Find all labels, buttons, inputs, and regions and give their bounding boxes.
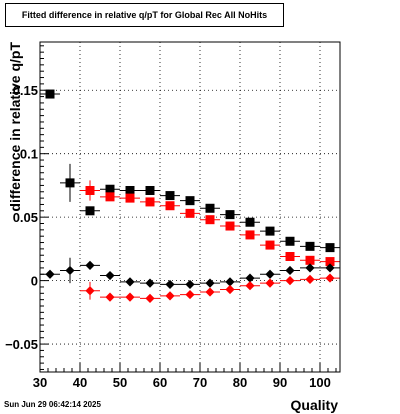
x-tick-label: 40 (73, 375, 87, 390)
diamond-marker (65, 265, 75, 276)
diamond-marker (245, 273, 255, 283)
square-marker (305, 255, 315, 265)
grid-lines (40, 42, 340, 372)
diamond-marker (205, 287, 215, 297)
diamond-marker (125, 277, 135, 287)
tick-labels: 30 40 50 60 70 80 90 100 −0.05 0 0.05 0.1 0.15 (5, 83, 331, 390)
diamond-marker (325, 263, 335, 273)
square-marker (185, 208, 195, 218)
y-axis-label: difference in relative q/pT (7, 42, 23, 212)
y-tick-label: 0 (31, 274, 38, 289)
diamond-marker (125, 292, 135, 302)
timestamp: Sun Jun 29 06:42:14 2025 (4, 400, 101, 409)
y-tick-label: 0.05 (13, 210, 38, 225)
diamond-marker (225, 284, 235, 295)
data-markers (45, 89, 335, 303)
square-marker (265, 240, 275, 250)
x-tick-label: 80 (233, 375, 247, 390)
diamond-marker (265, 278, 275, 288)
square-marker (125, 193, 135, 203)
diamond-marker (245, 281, 255, 291)
x-tick-label: 100 (309, 375, 331, 390)
square-marker (325, 257, 335, 267)
square-marker (305, 241, 315, 251)
square-marker (145, 197, 155, 207)
x-tick-label: 30 (33, 375, 47, 390)
square-marker (145, 186, 155, 195)
diamond-marker (165, 279, 175, 290)
diamond-marker (105, 270, 115, 281)
square-marker (225, 210, 235, 220)
square-marker (65, 178, 75, 188)
chart-title: Fitted difference in relative q/pT for G… (5, 3, 284, 27)
square-marker (85, 206, 95, 216)
square-marker (205, 203, 215, 213)
square-marker (165, 191, 175, 201)
square-marker (45, 89, 55, 99)
square-marker (325, 243, 335, 253)
diamond-marker (285, 276, 295, 286)
x-tick-label: 70 (193, 375, 207, 390)
square-marker (205, 215, 215, 225)
diamond-marker (145, 278, 155, 288)
diamond-marker (145, 293, 155, 303)
square-marker (245, 217, 255, 227)
x-tick-label: 60 (153, 375, 167, 390)
x-tick-label: 90 (273, 375, 287, 390)
square-marker (105, 192, 115, 202)
diamond-marker (185, 279, 195, 290)
y-tick-label: 0.15 (13, 83, 38, 98)
diamond-marker (185, 289, 195, 300)
diamond-marker (265, 269, 275, 279)
square-marker (265, 226, 275, 236)
diamond-marker (85, 260, 95, 270)
diamond-marker (225, 277, 235, 287)
square-marker (185, 196, 195, 206)
diamond-marker (305, 274, 315, 284)
square-marker (245, 230, 255, 240)
diamond-marker (325, 273, 335, 283)
x-axis-label: Quality (291, 397, 339, 413)
square-marker (85, 186, 95, 195)
x-tick-label: 50 (113, 375, 127, 390)
diamond-marker (205, 278, 215, 288)
diamond-marker (45, 269, 55, 279)
diamond-marker (285, 265, 295, 276)
axis-ticks (39, 45, 337, 372)
y-tick-label: −0.05 (5, 337, 38, 352)
plot-frame (39, 41, 341, 373)
diamond-marker (85, 286, 95, 296)
diamond-marker (165, 291, 175, 301)
square-marker (285, 252, 295, 261)
square-marker (125, 186, 135, 195)
diamond-marker (305, 263, 315, 273)
square-marker (225, 221, 235, 231)
square-marker (105, 184, 115, 194)
square-marker (285, 236, 295, 246)
diamond-marker (105, 292, 115, 302)
y-tick-label: 0.1 (20, 147, 38, 162)
square-marker (165, 201, 175, 211)
